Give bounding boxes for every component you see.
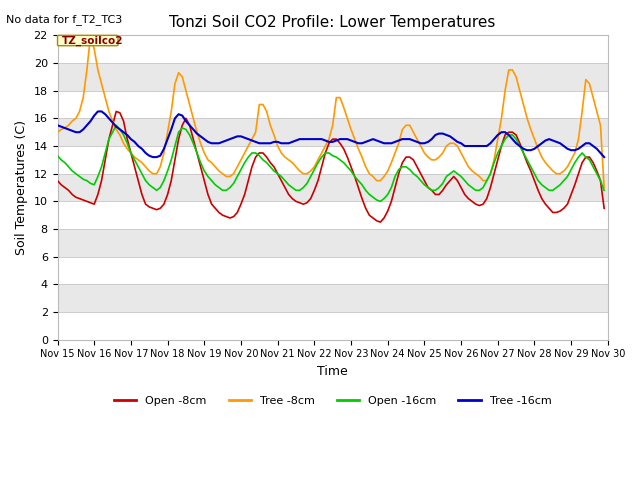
Text: TZ_soilco2: TZ_soilco2 bbox=[62, 36, 124, 46]
Bar bbox=[58, 202, 608, 229]
Bar bbox=[58, 36, 608, 63]
Bar bbox=[58, 257, 608, 285]
Bar bbox=[58, 174, 608, 202]
Bar bbox=[58, 285, 608, 312]
FancyBboxPatch shape bbox=[58, 36, 118, 46]
Y-axis label: Soil Temperatures (C): Soil Temperatures (C) bbox=[15, 120, 28, 255]
X-axis label: Time: Time bbox=[317, 365, 348, 378]
Bar bbox=[58, 63, 608, 91]
Bar bbox=[58, 91, 608, 119]
Bar bbox=[58, 146, 608, 174]
Bar bbox=[58, 229, 608, 257]
Legend: Open -8cm, Tree -8cm, Open -16cm, Tree -16cm: Open -8cm, Tree -8cm, Open -16cm, Tree -… bbox=[109, 391, 556, 410]
Text: No data for f_T2_TC3: No data for f_T2_TC3 bbox=[6, 14, 123, 25]
Bar bbox=[58, 312, 608, 340]
Title: Tonzi Soil CO2 Profile: Lower Temperatures: Tonzi Soil CO2 Profile: Lower Temperatur… bbox=[170, 15, 496, 30]
Bar bbox=[58, 119, 608, 146]
